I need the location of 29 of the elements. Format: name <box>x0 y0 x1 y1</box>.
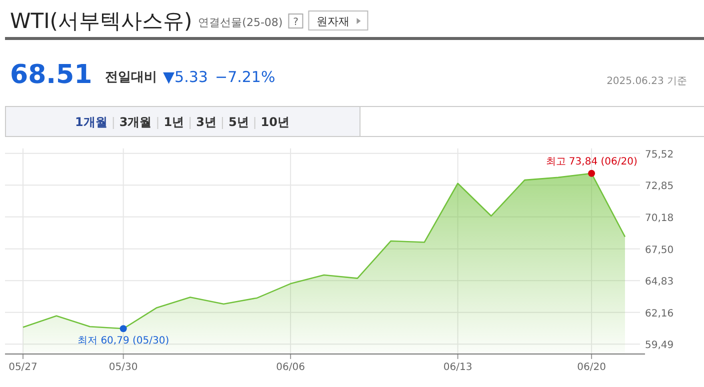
text: 2025.06.23 기준 <box>606 76 687 87</box>
annotation: 최고 73,84 (06/20) <box>546 156 638 168</box>
text: 1년 <box>164 115 184 129</box>
annotation: 최저 60,79 (05/30) <box>78 336 170 347</box>
x-tick-label: 05/30 <box>108 362 138 373</box>
text: 원자재 <box>316 15 350 28</box>
x-tick-label: 05/27 <box>8 362 38 373</box>
y-tick-label: 64,83 <box>645 276 674 288</box>
x-tick-label: 06/06 <box>276 362 305 373</box>
text: 전일대비 <box>105 70 157 85</box>
text: 3개월 <box>119 115 152 129</box>
y-tick-label: 75,52 <box>645 149 674 160</box>
text: 68.51 <box>10 60 92 90</box>
text: 1개월 <box>75 115 108 129</box>
text: 5년 <box>228 115 249 129</box>
y-tick-label: 59,49 <box>645 340 674 352</box>
y-tick-label: 67,50 <box>645 244 674 256</box>
x-tick-label: 06/13 <box>443 362 472 373</box>
y-tick-label: 72,85 <box>645 181 674 192</box>
chart-title: WTI(서부텍사스유) <box>10 9 192 33</box>
text: −7.21% <box>215 68 276 86</box>
text: ? <box>293 17 298 28</box>
x-tick-label: 06/20 <box>577 362 606 373</box>
y-tick-label: 62,16 <box>645 308 674 320</box>
text: 10년 <box>260 115 290 129</box>
text: 3년 <box>196 115 216 129</box>
y-tick-label: 70,18 <box>645 212 674 224</box>
text: ▼5.33 <box>163 68 208 86</box>
chart-subtitle: 연결선물(25-08) <box>198 16 283 29</box>
